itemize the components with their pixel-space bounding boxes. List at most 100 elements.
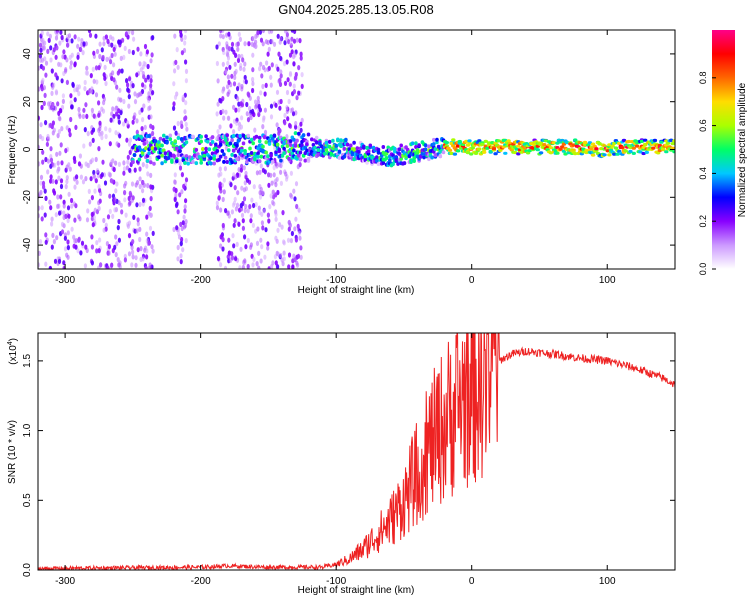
heatmap-cell xyxy=(48,266,52,269)
heatmap-cell xyxy=(73,158,77,164)
heatmap-cell xyxy=(256,95,260,101)
heatmap-cell xyxy=(172,81,176,87)
heatmap-cell xyxy=(473,151,479,155)
heatmap-cell xyxy=(235,241,239,247)
heatmap-cell xyxy=(146,171,150,177)
heatmap-cell xyxy=(78,153,82,159)
heatmap-cell xyxy=(114,160,118,166)
heatmap-cell xyxy=(74,203,78,209)
heatmap-cell xyxy=(589,147,594,151)
heatmap-cell xyxy=(293,52,297,58)
heatmap-cell xyxy=(147,106,151,112)
heatmap-cell xyxy=(316,148,321,152)
heatmap-cell xyxy=(451,138,456,142)
heatmap-cell xyxy=(334,143,339,148)
heatmap-cell xyxy=(119,202,123,208)
heatmap-cell xyxy=(280,224,284,230)
heatmap-cell xyxy=(201,147,205,151)
heatmap-cell xyxy=(215,149,220,153)
heatmap-cell xyxy=(104,133,108,140)
heatmap-cell xyxy=(149,114,153,120)
heatmap-cell xyxy=(40,30,44,36)
heatmap-cell xyxy=(345,142,350,147)
heatmap-cell xyxy=(427,144,431,149)
heatmap-cell xyxy=(173,179,177,185)
heatmap-cell xyxy=(225,160,229,164)
heatmap-cell xyxy=(244,79,248,85)
heatmap-cell xyxy=(136,217,140,223)
heatmap-cell xyxy=(273,145,277,151)
heatmap-cell xyxy=(268,204,272,210)
heatmap-cell xyxy=(414,145,418,149)
heatmap-cell xyxy=(252,256,256,262)
heatmap-cell xyxy=(287,156,291,161)
heatmap-cell xyxy=(230,251,234,257)
heatmap-cell xyxy=(266,241,270,247)
heatmap-cell xyxy=(282,61,287,67)
heatmap-cell xyxy=(248,146,252,151)
heatmap-cell xyxy=(100,135,104,141)
heatmap-cell xyxy=(221,108,225,114)
heatmap-cell xyxy=(590,142,596,146)
heatmap-cell xyxy=(435,137,439,142)
heatmap-cell xyxy=(59,30,63,35)
heatmap-cell xyxy=(87,30,92,34)
heatmap-cell xyxy=(73,217,77,223)
heatmap-cell xyxy=(123,190,127,196)
heatmap-cell xyxy=(94,65,99,71)
heatmap-cell xyxy=(230,209,234,215)
heatmap-cell xyxy=(103,180,108,186)
heatmap-cell xyxy=(183,109,187,115)
heatmap-cell xyxy=(538,141,544,145)
heatmap-cell xyxy=(69,100,73,106)
heatmap-cell xyxy=(103,64,107,70)
heatmap-cell xyxy=(73,87,77,93)
heatmap-cell xyxy=(147,151,151,156)
heatmap-cell xyxy=(148,155,152,161)
heatmap-cell xyxy=(272,201,276,207)
heatmap-cell xyxy=(260,220,264,226)
heatmap-cell xyxy=(128,167,132,173)
heatmap-cell xyxy=(91,66,95,72)
heatmap-cell xyxy=(157,155,161,160)
colorbar-tick-label: 0.4 xyxy=(698,167,708,180)
heatmap-cell xyxy=(357,149,361,154)
spectrogram-y-ticks: -40 -20 0 20 40 xyxy=(22,48,675,252)
heatmap-cell xyxy=(84,41,88,47)
heatmap-cell xyxy=(631,146,636,150)
heatmap-cell xyxy=(272,41,277,47)
heatmap-cell xyxy=(138,166,142,172)
heatmap-cell xyxy=(221,34,225,40)
heatmap-cell xyxy=(295,95,299,101)
heatmap-cell xyxy=(316,152,321,157)
heatmap-cell xyxy=(132,36,136,42)
heatmap-cell xyxy=(379,153,384,158)
heatmap-cell xyxy=(39,57,43,63)
heatmap-cell xyxy=(314,140,319,145)
colorbar-tick-label: 0.6 xyxy=(698,119,708,132)
heatmap-cell xyxy=(535,148,540,152)
heatmap-cell xyxy=(287,252,292,258)
heatmap-cell xyxy=(178,165,183,171)
heatmap-cell xyxy=(59,142,63,148)
heatmap-cell xyxy=(286,116,290,122)
heatmap-cell xyxy=(91,127,96,133)
heatmap-cell xyxy=(141,130,145,136)
heatmap-cell xyxy=(249,151,254,155)
heatmap-cell xyxy=(104,126,108,132)
heatmap-cell xyxy=(127,251,132,257)
heatmap-cell xyxy=(298,162,302,168)
heatmap-cell xyxy=(244,203,248,210)
heatmap-cell xyxy=(130,262,134,268)
heatmap-cell xyxy=(194,147,199,152)
heatmap-cell xyxy=(115,181,119,187)
heatmap-cell xyxy=(246,117,251,123)
heatmap-cell xyxy=(112,62,116,68)
heatmap-cell xyxy=(60,34,64,41)
heatmap-cell xyxy=(259,154,264,159)
heatmap-cell xyxy=(182,224,187,230)
heatmap-cell xyxy=(75,174,79,180)
heatmap-cell xyxy=(388,158,392,163)
heatmap-cell xyxy=(290,194,294,200)
heatmap-cell xyxy=(184,177,189,183)
